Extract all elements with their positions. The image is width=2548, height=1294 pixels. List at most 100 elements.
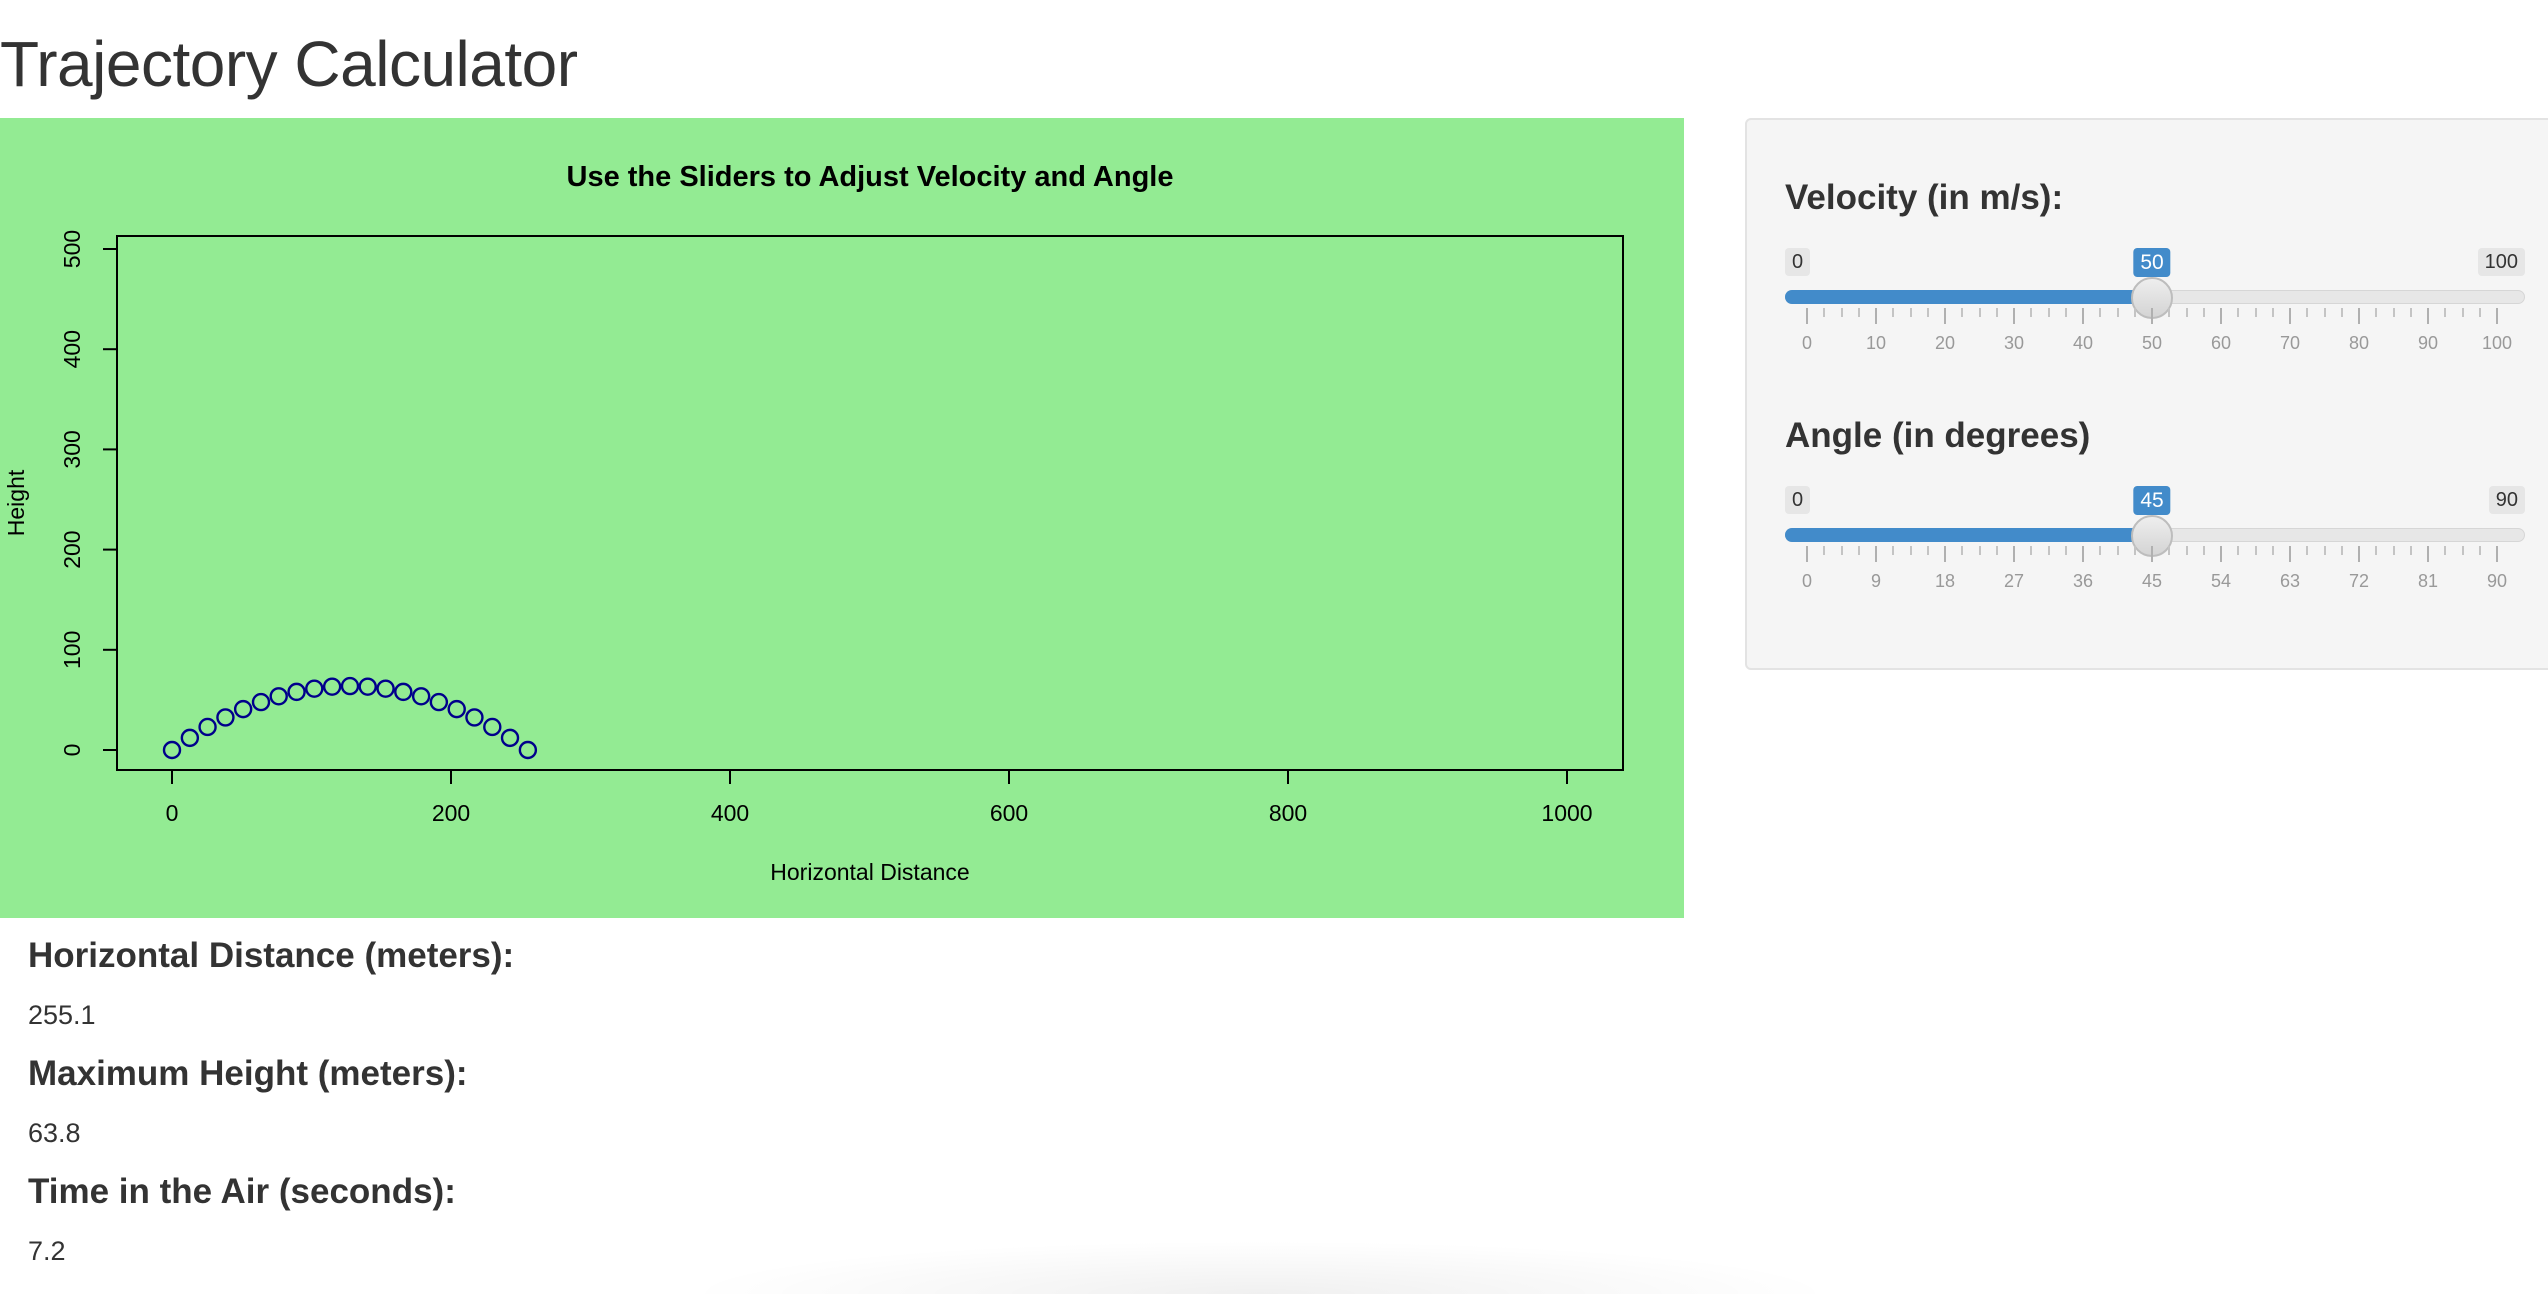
slider-tick-label: 36 <box>2072 571 2094 591</box>
time-output-label: Time in the Air (seconds): <box>28 1172 456 1211</box>
slider-major-tick <box>1875 546 1877 562</box>
trajectory-point <box>251 692 271 712</box>
slider-minor-tick <box>2254 546 2257 555</box>
height-output-value: 63.8 <box>28 1118 81 1148</box>
slider-minor-tick <box>2340 308 2343 317</box>
trajectory-point <box>305 679 324 698</box>
slider-major-tick <box>2013 308 2015 324</box>
angle-value-bubble: 45 <box>2133 486 2171 515</box>
y-axis: 0 100 200 300 400 500 <box>59 230 118 757</box>
slider-tick-label: 100 <box>2481 333 2513 353</box>
trajectory-points <box>162 676 538 760</box>
velocity-min-label: 0 <box>1785 248 1811 276</box>
angle-fill <box>1785 528 2152 542</box>
slider-minor-tick <box>2323 308 2326 317</box>
slider-tick-label: 0 <box>1801 571 1813 591</box>
slider-major-tick <box>2013 546 2015 562</box>
trajectory-point <box>269 687 288 706</box>
slider-minor-tick <box>1926 308 1929 317</box>
slider-minor-tick <box>2409 546 2412 555</box>
trajectory-plot-panel: Use the Sliders to Adjust Velocity and A… <box>0 118 1684 918</box>
slider-minor-tick <box>1840 546 1843 555</box>
slider-minor-tick <box>2271 546 2274 555</box>
slider-minor-tick <box>1909 308 1912 317</box>
trajectory-point <box>483 717 502 737</box>
slider-tick-label: 63 <box>2279 571 2301 591</box>
slider-minor-tick <box>1909 546 1912 555</box>
slider-tick-label: 70 <box>2279 333 2301 353</box>
slider-tick-label: 45 <box>2141 571 2163 591</box>
slider-major-tick <box>1806 546 1808 562</box>
slider-tick-label: 72 <box>2348 571 2370 591</box>
slider-minor-tick <box>2375 546 2378 555</box>
trajectory-point <box>394 682 413 702</box>
slider-major-tick <box>2289 308 2291 324</box>
trajectory-point <box>518 740 538 760</box>
trajectory-point <box>162 740 182 760</box>
velocity-ticks: 0 10 20 30 40 50 60 70 80 90 100 <box>1802 308 2512 358</box>
trajectory-point <box>287 682 306 702</box>
slider-minor-tick <box>2375 308 2378 317</box>
page-title: Trajectory Calculator <box>0 28 578 100</box>
slider-tick-label: 54 <box>2210 571 2232 591</box>
slider-major-tick <box>2427 546 2429 562</box>
slider-minor-tick <box>2306 308 2309 317</box>
slider-minor-tick <box>1857 546 1860 555</box>
slider-minor-tick <box>1978 546 1981 555</box>
slider-minor-tick <box>2444 308 2447 317</box>
velocity-label: Velocity (in m/s): <box>1785 178 2064 217</box>
slider-minor-tick <box>2271 308 2274 317</box>
slider-major-tick <box>1944 546 1946 562</box>
y-tick-label: 0 <box>59 744 85 757</box>
slider-minor-tick <box>1892 546 1895 555</box>
slider-minor-tick <box>2185 546 2188 555</box>
angle-label: Angle (in degrees) <box>1785 416 2091 455</box>
slider-panel: Velocity (in m/s): 0 100 50 0 10 20 30 40 50 6… <box>1745 118 2548 670</box>
slider-tick-label: 60 <box>2210 333 2232 353</box>
x-tick-label: 0 <box>166 800 179 826</box>
trajectory-point <box>429 692 449 712</box>
slider-minor-tick <box>2030 546 2033 555</box>
slider-major-tick <box>1944 308 1946 324</box>
slider-major-tick <box>1875 308 1877 324</box>
trajectory-point <box>198 717 217 737</box>
slider-major-tick <box>1806 308 1808 324</box>
slider-minor-tick <box>2409 308 2412 317</box>
slider-minor-tick <box>2237 308 2240 317</box>
slider-minor-tick <box>2202 308 2205 317</box>
slider-major-tick <box>2289 546 2291 562</box>
plot-title: Use the Sliders to Adjust Velocity and A… <box>567 161 1174 193</box>
trajectory-point <box>358 677 377 696</box>
slider-tick-label: 0 <box>1801 333 1813 353</box>
trajectory-point <box>340 676 360 696</box>
trajectory-point <box>376 679 395 698</box>
slider-minor-tick <box>2392 546 2395 555</box>
velocity-slider[interactable]: 0 100 50 0 10 20 30 40 50 60 70 80 90 100 <box>1785 248 2525 368</box>
slider-minor-tick <box>2133 546 2136 555</box>
slider-minor-tick <box>2340 546 2343 555</box>
slider-minor-tick <box>2237 546 2240 555</box>
velocity-value-bubble: 50 <box>2133 248 2171 277</box>
slider-minor-tick <box>2461 308 2464 317</box>
slider-major-tick <box>2496 546 2498 562</box>
slider-minor-tick <box>1823 546 1826 555</box>
slider-minor-tick <box>2306 546 2309 555</box>
slider-minor-tick <box>2116 308 2119 317</box>
y-tick-label: 400 <box>59 330 85 368</box>
slider-minor-tick <box>2185 308 2188 317</box>
slider-tick-label: 20 <box>1934 333 1956 353</box>
slider-major-tick <box>2082 546 2084 562</box>
slider-minor-tick <box>2168 546 2171 555</box>
distance-output-value: 255.1 <box>28 1000 96 1030</box>
x-tick-label: 400 <box>711 800 749 826</box>
x-axis: 0 200 400 600 800 1000 <box>166 769 1593 826</box>
slider-minor-tick <box>2116 546 2119 555</box>
slider-tick-label: 18 <box>1934 571 1956 591</box>
slider-tick-label: 9 <box>1870 571 1882 591</box>
trajectory-point <box>465 708 484 727</box>
slider-tick-label: 30 <box>2003 333 2025 353</box>
x-axis-label: Horizontal Distance <box>770 859 969 885</box>
slider-minor-tick <box>2030 308 2033 317</box>
angle-slider[interactable]: 0 90 45 0 9 18 27 36 45 54 63 72 81 90 <box>1785 486 2525 606</box>
slider-tick-label: 90 <box>2486 571 2508 591</box>
